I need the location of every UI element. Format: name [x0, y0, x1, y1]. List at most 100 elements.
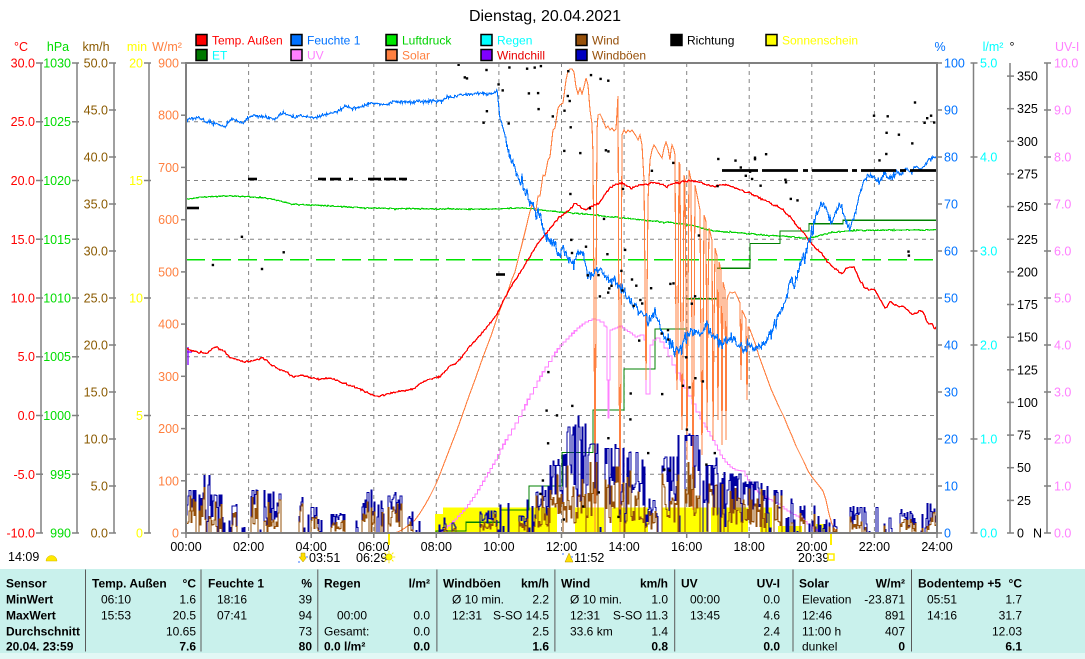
svg-text:-5.0: -5.0 — [13, 468, 35, 482]
svg-text:MaxWert: MaxWert — [6, 609, 56, 623]
svg-text:0.0: 0.0 — [413, 625, 430, 639]
svg-text:175: 175 — [1017, 298, 1038, 312]
svg-text:24:00: 24:00 — [921, 540, 952, 554]
svg-text:25.0: 25.0 — [84, 292, 108, 306]
svg-text:S-SO 11.3: S-SO 11.3 — [613, 609, 668, 623]
svg-text:3.0: 3.0 — [980, 245, 997, 259]
svg-text:hPa: hPa — [47, 40, 69, 54]
svg-text:07:41: 07:41 — [217, 609, 247, 623]
svg-text:15:53: 15:53 — [101, 609, 131, 623]
svg-text:300: 300 — [1017, 135, 1038, 149]
svg-text:31.7: 31.7 — [999, 609, 1023, 623]
svg-text:Regen: Regen — [497, 34, 532, 48]
svg-text:8.0: 8.0 — [1054, 151, 1071, 165]
svg-text:10.0: 10.0 — [84, 433, 108, 447]
svg-text:800: 800 — [158, 109, 179, 123]
svg-text:0.8: 0.8 — [651, 640, 668, 654]
svg-text:407: 407 — [885, 625, 905, 639]
svg-text:50: 50 — [944, 292, 958, 306]
svg-text:4.0: 4.0 — [1054, 339, 1071, 353]
svg-text:ET: ET — [212, 49, 228, 63]
svg-text:13:45: 13:45 — [690, 609, 720, 623]
svg-text:min: min — [127, 40, 147, 54]
svg-text:5.0: 5.0 — [980, 57, 997, 71]
svg-text:Wind: Wind — [592, 34, 619, 48]
svg-text:°C: °C — [14, 40, 28, 54]
svg-text:UV-I: UV-I — [757, 577, 780, 591]
svg-text:°C: °C — [1009, 577, 1023, 591]
svg-text:UV: UV — [307, 49, 324, 63]
svg-text:Dienstag, 20.04.2021: Dienstag, 20.04.2021 — [469, 8, 621, 25]
svg-text:60: 60 — [944, 245, 958, 259]
svg-text:20:00: 20:00 — [796, 540, 827, 554]
svg-text:891: 891 — [885, 609, 905, 623]
svg-text:0: 0 — [944, 527, 951, 541]
svg-text:5: 5 — [136, 409, 143, 423]
svg-text:12:31: 12:31 — [570, 609, 600, 623]
svg-text:35.0: 35.0 — [84, 198, 108, 212]
svg-text:1030: 1030 — [43, 57, 71, 71]
svg-text:l/m²: l/m² — [409, 577, 430, 591]
svg-text:°C: °C — [183, 577, 197, 591]
svg-text:km/h: km/h — [640, 577, 668, 591]
svg-text:0: 0 — [1017, 527, 1024, 541]
svg-text:1015: 1015 — [43, 233, 71, 247]
svg-text:70: 70 — [944, 198, 958, 212]
svg-text:20:39: 20:39 — [798, 551, 829, 565]
svg-text:1.0: 1.0 — [1054, 480, 1071, 494]
svg-text:250: 250 — [1017, 200, 1038, 214]
svg-text:0.0: 0.0 — [980, 527, 997, 541]
svg-text:km/h: km/h — [82, 40, 109, 54]
svg-text:%: % — [301, 577, 312, 591]
svg-text:10: 10 — [129, 292, 143, 306]
svg-text:Windböen: Windböen — [443, 577, 501, 591]
svg-text:0: 0 — [898, 640, 905, 654]
svg-text:0.0: 0.0 — [1054, 527, 1071, 541]
svg-text:15: 15 — [129, 174, 143, 188]
svg-text:l/m²: l/m² — [983, 40, 1004, 54]
svg-text:39: 39 — [299, 593, 313, 607]
svg-text:Durchschnitt: Durchschnitt — [6, 625, 80, 639]
svg-text:0.0: 0.0 — [763, 640, 780, 654]
svg-text:0.0: 0.0 — [18, 409, 35, 423]
svg-text:14:00: 14:00 — [608, 540, 639, 554]
svg-text:04:00: 04:00 — [296, 540, 327, 554]
svg-text:0: 0 — [136, 527, 143, 541]
svg-text:1.0: 1.0 — [651, 593, 668, 607]
svg-text:100: 100 — [944, 57, 965, 71]
svg-text:Luftdruck: Luftdruck — [402, 34, 452, 48]
svg-text:2.4: 2.4 — [763, 625, 780, 639]
svg-text:W/m²: W/m² — [876, 577, 905, 591]
svg-text:80: 80 — [944, 151, 958, 165]
svg-text:2.2: 2.2 — [532, 593, 549, 607]
svg-text:1.0: 1.0 — [980, 433, 997, 447]
svg-text:06:10: 06:10 — [101, 593, 131, 607]
svg-text:275: 275 — [1017, 168, 1038, 182]
svg-text:300: 300 — [158, 370, 179, 384]
svg-text:7.0: 7.0 — [1054, 198, 1071, 212]
svg-text:5.0: 5.0 — [91, 480, 108, 494]
svg-text:06:00: 06:00 — [358, 540, 389, 554]
svg-text:100: 100 — [1017, 396, 1038, 410]
svg-text:Solar: Solar — [799, 577, 829, 591]
svg-text:00:00: 00:00 — [170, 540, 201, 554]
svg-text:-10.0: -10.0 — [7, 527, 36, 541]
svg-text:0.0: 0.0 — [413, 640, 430, 654]
svg-text:12:00: 12:00 — [546, 540, 577, 554]
svg-text:600: 600 — [158, 213, 179, 227]
svg-text:200: 200 — [1017, 265, 1038, 279]
svg-text:1010: 1010 — [43, 292, 71, 306]
svg-text:20.5: 20.5 — [173, 609, 197, 623]
svg-text:14:16: 14:16 — [927, 609, 957, 623]
svg-text:1020: 1020 — [43, 174, 71, 188]
svg-text:30: 30 — [944, 386, 958, 400]
svg-text:00:00: 00:00 — [690, 593, 720, 607]
svg-text:325: 325 — [1017, 102, 1038, 116]
svg-text:Ø 10 min.: Ø 10 min. — [570, 593, 622, 607]
svg-text:4.6: 4.6 — [763, 609, 780, 623]
svg-text:1025: 1025 — [43, 115, 71, 129]
svg-text:80: 80 — [299, 640, 313, 654]
svg-text:2.5: 2.5 — [532, 625, 549, 639]
svg-text:150: 150 — [1017, 331, 1038, 345]
svg-text:00:00: 00:00 — [337, 609, 367, 623]
